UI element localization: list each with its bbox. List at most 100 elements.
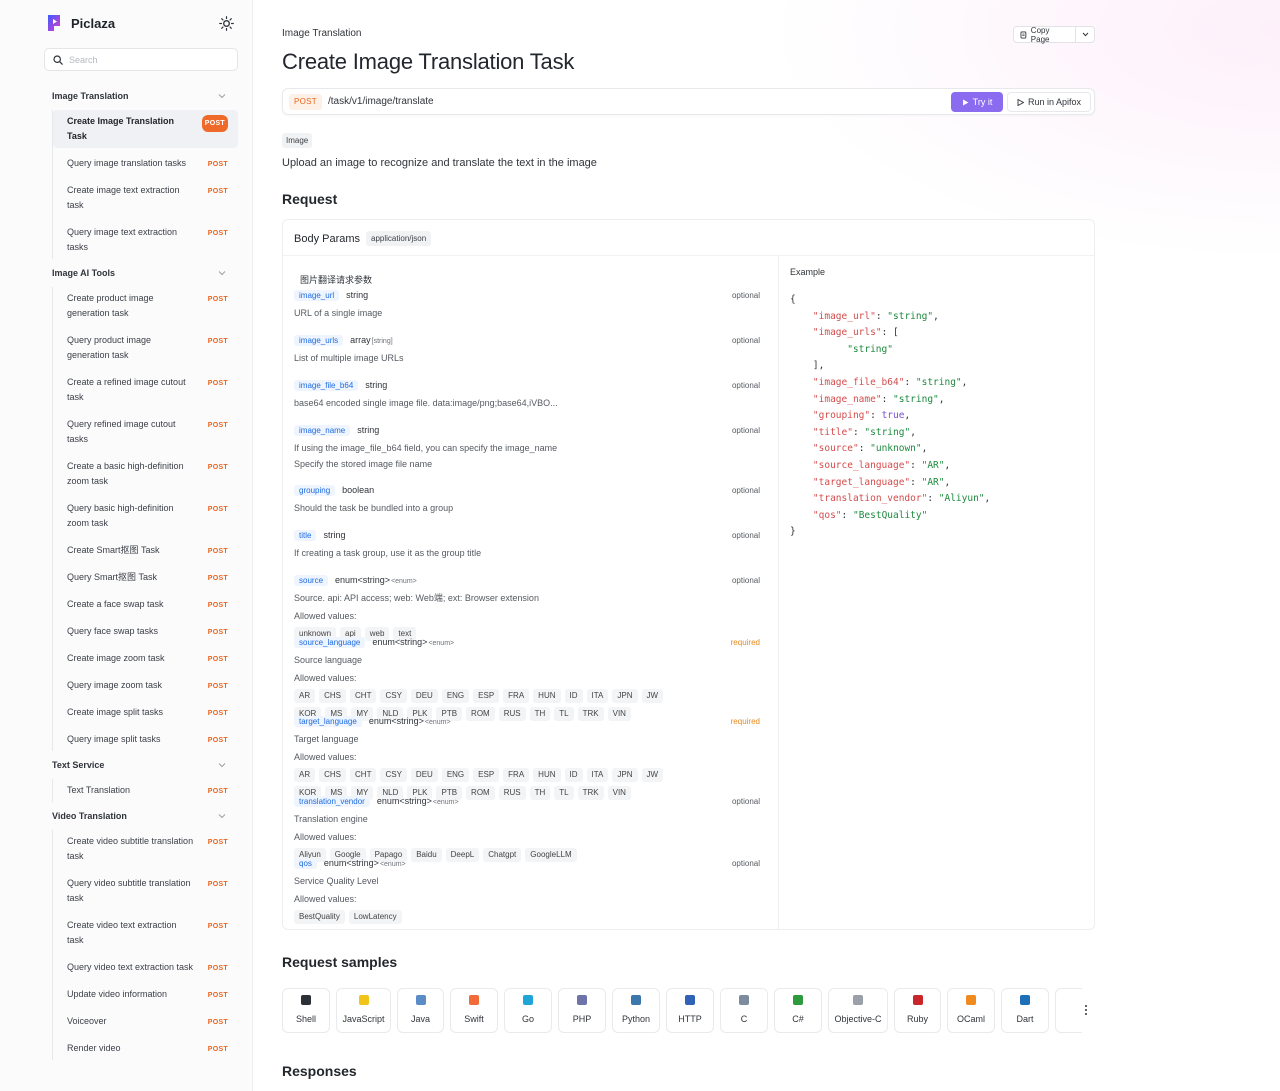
breadcrumb[interactable]: Image Translation [282, 28, 362, 39]
language-tabs: Shell JavaScript Java Swift Go PHP Python HTTP C… [282, 988, 1082, 1034]
sidebar-group-header[interactable]: Image AI Tools [52, 265, 238, 281]
language-tab-php[interactable]: PHP [558, 988, 606, 1033]
language-name: HTTP [678, 1014, 702, 1024]
language-tab-ruby[interactable]: Ruby [894, 988, 941, 1033]
sidebar-item[interactable]: Create video subtitle translation task PO… [53, 830, 238, 868]
param-name[interactable]: image_url [294, 289, 340, 301]
language-name: Dart [1016, 1014, 1034, 1024]
enum-value-chip: TH [529, 707, 551, 721]
sidebar-group-header[interactable]: Image Translation [52, 88, 238, 104]
method-tag: POST [207, 1046, 228, 1053]
param-name[interactable]: image_name [294, 424, 351, 436]
sidebar-item[interactable]: Query image text extraction tasks POST [53, 221, 238, 259]
language-tab-c-[interactable]: C# [774, 988, 822, 1033]
copy-page-dropdown[interactable] [1076, 32, 1094, 37]
language-tab-python[interactable]: Python [612, 988, 660, 1033]
sidebar-item[interactable]: Query video subtitle translation task POS… [53, 872, 238, 910]
enum-value-chip: VIN [607, 786, 631, 800]
chevron-down-icon [1082, 32, 1089, 37]
go-icon [523, 995, 533, 1005]
language-tab-go[interactable]: Go [504, 988, 552, 1033]
code-comma: , [984, 493, 991, 505]
search-input[interactable] [69, 54, 229, 65]
copy-page-button[interactable]: Copy Page [1013, 26, 1095, 44]
theme-toggle-sun-icon[interactable] [219, 16, 234, 31]
sidebar-item-label: Create image text extraction task [67, 185, 180, 210]
sidebar-item[interactable]: Query image translation tasks POST [53, 152, 238, 175]
code-quote: " [812, 327, 819, 339]
sidebar-item[interactable]: Create a refined image cutout task POST [53, 371, 238, 409]
param-required-flag: optional [731, 575, 760, 585]
param-name[interactable]: target_language [294, 715, 362, 727]
more-vertical-icon[interactable] [1084, 1004, 1088, 1016]
param-name[interactable]: source [294, 574, 329, 586]
enum-value-chip: FRA [503, 768, 530, 782]
language-tab-swift[interactable]: Swift [450, 988, 498, 1033]
sidebar-item[interactable]: Create Image Translation Task POST [53, 110, 238, 148]
sidebar-item[interactable]: Query video text extraction task POST [53, 956, 238, 979]
language-tab-overflow[interactable] [1055, 988, 1082, 1033]
sidebar-item-label: Query video text extraction task [67, 962, 194, 972]
param-row: image_file_b64 string optional base64 encod… [294, 378, 760, 411]
code-key: grouping [818, 410, 865, 422]
language-tab-javascript[interactable]: JavaScript [336, 988, 391, 1033]
param-header: translation_vendor enum<string><enum> opti… [294, 794, 760, 808]
sidebar-item[interactable]: Create Smart抠图 Task POST [53, 539, 238, 562]
example-code[interactable]: { "image_url": "string", "image_urls": [… [790, 292, 990, 541]
sidebar-item[interactable]: Query Smart抠图 Task POST [53, 566, 238, 589]
brand[interactable]: Piclaza [46, 14, 115, 32]
enum-value-chip: TH [529, 786, 551, 800]
language-tab-c[interactable]: C [720, 988, 768, 1033]
sidebar-item[interactable]: Query basic high-definition zoom task POS… [53, 497, 238, 535]
param-type: enum<string><enum> [377, 796, 459, 806]
param-required-flag: optional [731, 485, 760, 495]
sidebar-item[interactable]: Query image zoom task POST [53, 674, 238, 697]
sidebar-group-header[interactable]: Video Translation [52, 808, 238, 824]
sidebar-item[interactable]: Create image split tasks POST [53, 701, 238, 724]
language-tab-http[interactable]: HTTP [666, 988, 714, 1033]
sidebar-item[interactable]: Render video POST [53, 1037, 238, 1060]
sidebar-item[interactable]: Create a face swap task POST [53, 593, 238, 616]
sidebar-group-header[interactable]: Text Service [52, 757, 238, 773]
run-in-apifox-button[interactable]: Run in Apifox [1007, 92, 1091, 112]
param-name[interactable]: title [294, 529, 317, 541]
sidebar-item[interactable]: Update video information POST [53, 983, 238, 1006]
language-tab-ocaml[interactable]: OCaml [947, 988, 995, 1033]
code-value: "Aliyun" [938, 493, 985, 505]
param-description: URL of a single image [294, 308, 383, 318]
sidebar-item[interactable]: Query face swap tasks POST [53, 620, 238, 643]
param-description: Specify the stored image file name [294, 459, 433, 469]
param-type: string [365, 380, 388, 390]
param-name[interactable]: image_urls [294, 334, 344, 346]
param-name[interactable]: source_language [294, 636, 366, 648]
endpoint-path[interactable]: /task/v1/image/translate [328, 96, 434, 107]
sidebar-item[interactable]: Create video text extraction task POST [53, 914, 238, 952]
sidebar-item[interactable]: Create product image generation task POST [53, 287, 238, 325]
language-tab-objective-c[interactable]: Objective-C [828, 988, 888, 1033]
enum-value-chip: GoogleLLM [525, 848, 577, 862]
enum-value-chip: web [364, 627, 390, 641]
copy-page-main[interactable]: Copy Page [1014, 26, 1077, 44]
language-tab-shell[interactable]: Shell [282, 988, 330, 1033]
sidebar-item[interactable]: Query product image generation task POST [53, 329, 238, 367]
code-comma: , [961, 376, 968, 388]
code-value: true [881, 410, 905, 422]
tag-chip[interactable]: Image [282, 133, 313, 148]
language-tab-dart[interactable]: Dart [1001, 988, 1049, 1033]
language-name: Go [521, 1014, 534, 1024]
search-box[interactable] [44, 48, 238, 71]
sidebar-item[interactable]: Query refined image cutout tasks POST [53, 413, 238, 451]
sidebar-item[interactable]: Create image text extraction task POST [53, 179, 238, 217]
param-name[interactable]: translation_vendor [294, 795, 370, 807]
sidebar-item[interactable]: Text Translation POST [53, 779, 238, 802]
sidebar-item-label: Text Translation [67, 785, 131, 795]
sidebar-item[interactable]: Create image zoom task POST [53, 647, 238, 670]
param-name[interactable]: image_file_b64 [294, 379, 359, 391]
sidebar-item[interactable]: Voiceover POST [53, 1010, 238, 1033]
language-tab-java[interactable]: Java [397, 988, 444, 1033]
sidebar-item[interactable]: Query image split tasks POST [53, 728, 238, 751]
param-name[interactable]: grouping [294, 484, 336, 496]
try-it-button[interactable]: Try it [951, 92, 1003, 112]
sidebar-item[interactable]: Create a basic high-definition zoom task… [53, 455, 238, 493]
param-name[interactable]: qos [294, 857, 317, 869]
